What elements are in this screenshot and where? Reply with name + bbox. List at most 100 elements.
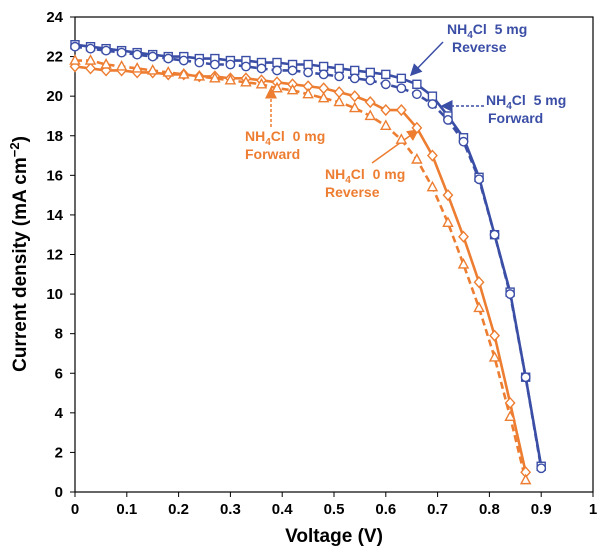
y-tick-label: 0	[55, 484, 63, 501]
triangle-marker	[426, 180, 439, 192]
annotation-text: NH	[245, 128, 265, 144]
triangle-marker	[317, 91, 330, 103]
circle-marker	[396, 83, 407, 94]
x-tick-label: 0.5	[324, 501, 345, 518]
circle-marker	[380, 79, 391, 90]
arrow	[371, 129, 420, 164]
triangle-marker	[240, 75, 252, 87]
circle-marker	[70, 41, 80, 52]
y-tick-label: 18	[46, 128, 63, 145]
annotation-subscript: 4	[265, 137, 271, 148]
series-line	[75, 59, 527, 481]
circle-marker	[458, 136, 469, 147]
y-axis-label-main: Current density (mA cm	[10, 157, 31, 372]
y-axis-label: Current density (mA cm−2)	[7, 136, 31, 372]
annotation-text: NH	[486, 92, 506, 108]
square-marker	[427, 91, 438, 101]
circle-marker	[489, 229, 500, 240]
annotation: NH4Cl 5 mg	[447, 21, 527, 41]
diamond-marker	[395, 103, 407, 117]
y-tick-label: 20	[46, 88, 63, 105]
y-axis-label-end: )	[10, 136, 31, 142]
circle-marker	[349, 73, 360, 84]
circle-marker	[334, 71, 345, 82]
x-axis-label: Voltage (V)	[285, 526, 383, 547]
x-tick-label: 0.7	[427, 501, 448, 518]
circle-marker	[132, 49, 143, 60]
triangle-marker	[457, 257, 470, 269]
x-tick-label: 0.3	[220, 501, 241, 518]
diamond-marker	[426, 149, 438, 162]
triangle-marker	[131, 61, 143, 73]
triangle-marker	[255, 77, 268, 89]
triangle-marker	[224, 73, 237, 85]
y-tick-label: 14	[46, 207, 63, 224]
x-tick-label: 0.1	[116, 501, 137, 518]
triangle-marker	[302, 87, 314, 99]
y-tick-label: 2	[55, 444, 63, 461]
triangle-marker	[333, 95, 345, 107]
triangle-marker	[209, 71, 221, 83]
triangle-marker	[348, 101, 361, 113]
square-marker	[381, 69, 391, 80]
y-axis-label-sup: −2	[7, 142, 22, 157]
circle-marker	[116, 47, 127, 58]
annotation-line2: Forward	[488, 110, 543, 126]
square-marker	[350, 65, 360, 76]
triangle-marker	[504, 410, 516, 421]
diamond-marker	[504, 396, 516, 409]
triangle-marker	[100, 58, 112, 69]
x-tick-label: 0.4	[272, 501, 294, 518]
arrow	[409, 41, 444, 77]
y-tick-label: 4	[55, 405, 64, 422]
triangle-marker	[193, 69, 206, 81]
triangle-marker	[146, 63, 159, 75]
circle-marker	[178, 55, 189, 66]
triangle-marker	[162, 65, 175, 77]
circle-marker	[303, 67, 313, 78]
diamond-marker	[458, 230, 469, 243]
annotation-subscript: 4	[345, 175, 351, 186]
circle-marker	[505, 289, 516, 299]
annotation-subscript: 4	[467, 30, 473, 41]
annotation: NH4Cl 0 mg	[325, 166, 405, 186]
x-tick-label: 0.8	[479, 501, 500, 518]
annotation-text: Cl 0 mg	[351, 166, 405, 182]
x-tick-label: 1	[589, 501, 597, 518]
x-tick-label: 0.6	[375, 501, 396, 518]
circle-marker	[194, 57, 205, 68]
circle-marker	[163, 53, 174, 64]
annotation-arrows	[265, 41, 484, 164]
y-tick-label: 8	[55, 326, 63, 343]
annotation-text: NH	[325, 166, 345, 182]
diamond-marker	[349, 90, 361, 103]
circle-marker	[520, 372, 531, 383]
x-tick-label: 0	[71, 501, 79, 518]
y-tick-label: 16	[46, 167, 63, 184]
x-tick-label: 0.2	[168, 501, 189, 518]
y-tick-label: 6	[55, 365, 63, 382]
circle-marker	[318, 69, 329, 80]
y-tick-label: 22	[46, 49, 63, 66]
square-marker	[412, 79, 422, 89]
triangle-marker	[488, 350, 501, 362]
square-marker	[334, 63, 344, 74]
triangle-marker	[286, 83, 299, 95]
circle-marker	[365, 75, 376, 86]
triangle-marker	[395, 133, 408, 144]
square-marker	[396, 73, 407, 84]
circle-marker	[225, 59, 236, 70]
annotation-text: NH	[447, 21, 467, 37]
circle-marker	[101, 45, 111, 56]
triangle-marker	[271, 81, 283, 93]
circle-marker	[209, 59, 220, 70]
circle-marker	[536, 463, 547, 474]
triangle-marker	[178, 67, 190, 79]
y-tick-label: 10	[46, 286, 63, 303]
annotation: NH4Cl 5 mg	[486, 92, 566, 112]
y-tick-label: 12	[46, 247, 63, 264]
annotation-text: Cl 5 mg	[512, 92, 566, 108]
triangle-marker	[380, 119, 392, 131]
circle-marker	[474, 174, 484, 185]
